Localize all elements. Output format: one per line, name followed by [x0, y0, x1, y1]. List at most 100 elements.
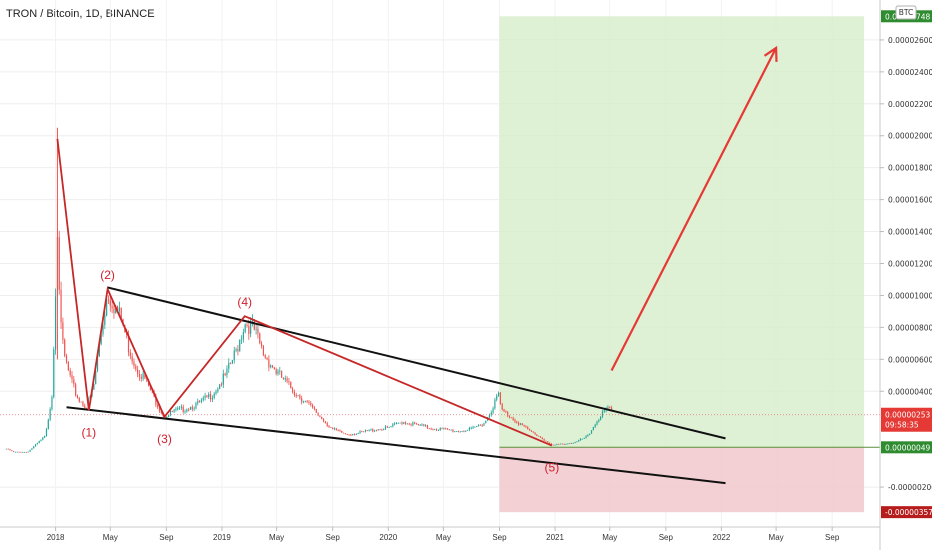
candle-body — [75, 384, 77, 396]
candle-body — [246, 324, 248, 326]
candle-body — [317, 412, 319, 416]
candle-body — [333, 428, 336, 430]
candle-body — [521, 423, 523, 426]
candle-body — [273, 367, 275, 370]
candle-body — [95, 370, 97, 385]
candle-body — [352, 434, 354, 436]
candle-body — [574, 442, 576, 443]
candle-body — [463, 431, 465, 432]
trendline[interactable] — [66, 406, 726, 485]
candle-body — [353, 434, 356, 436]
candle-body — [80, 401, 82, 403]
candle-body — [264, 355, 266, 358]
candle-body — [350, 434, 352, 436]
candle-body — [308, 401, 310, 403]
candle-body — [474, 426, 476, 428]
candle-body — [408, 423, 410, 425]
candle-body — [33, 446, 35, 449]
candle-body — [293, 391, 295, 395]
candle-body — [483, 423, 485, 426]
trendline[interactable] — [107, 286, 726, 440]
candle-body — [96, 356, 99, 371]
target-arrow[interactable] — [610, 47, 778, 371]
candle-body — [572, 442, 574, 444]
x-tick-label: Sep — [825, 533, 840, 542]
candle-body — [527, 426, 529, 429]
candle-body — [609, 407, 611, 409]
candle-body — [532, 431, 534, 433]
candle-body — [399, 422, 401, 424]
candle-body — [488, 414, 491, 418]
candle-body — [284, 378, 286, 380]
chart-title: TRON / Bitcoin, 1D, BINANCE — [6, 8, 155, 20]
candle-body — [188, 409, 190, 411]
candle-body — [304, 401, 306, 402]
elliott-wave-path[interactable] — [56, 138, 553, 447]
wave-label: (3) — [157, 432, 172, 446]
current-price-label: 0.00000253 — [885, 411, 931, 420]
candle-body — [439, 428, 441, 431]
x-tick-label: 2022 — [713, 533, 731, 542]
stop-zone[interactable] — [499, 447, 865, 513]
candle-body — [208, 394, 210, 398]
candle-body — [180, 406, 182, 408]
candle-body — [559, 443, 562, 445]
candle-body — [142, 373, 144, 379]
currency-label: BTC — [899, 8, 914, 17]
candle-body — [554, 444, 556, 446]
candle-body — [16, 451, 18, 453]
candle-body — [78, 398, 80, 402]
candle-body — [530, 430, 532, 432]
candle-body — [470, 427, 472, 429]
candle-body — [219, 384, 221, 389]
candle-body — [36, 442, 38, 445]
candle-body — [157, 404, 159, 408]
candle-body — [364, 430, 367, 432]
candle-body — [182, 406, 184, 412]
candle-body — [107, 299, 110, 301]
candle-body — [7, 448, 9, 450]
candle-body — [343, 432, 345, 434]
candle-body — [302, 401, 305, 403]
candle-body — [322, 418, 325, 422]
x-axis-ticks: 2018 May Sep 2019 May Sep 2020 May Sep 2021 May Sep… — [47, 527, 840, 542]
candle-body — [541, 437, 543, 440]
position-zones[interactable] — [499, 16, 880, 513]
candle-body — [569, 443, 571, 444]
x-tick-label: 2019 — [213, 533, 231, 542]
candle-body — [299, 395, 301, 399]
candle-body — [425, 425, 427, 427]
candle-body — [430, 428, 432, 430]
candle-body — [166, 417, 168, 419]
candle-body — [118, 307, 120, 311]
candle-body — [257, 328, 259, 334]
candle-body — [363, 431, 365, 433]
arrow-head — [763, 45, 778, 62]
candle-body — [116, 306, 119, 311]
candle-body — [461, 431, 463, 432]
candle-body — [556, 444, 558, 445]
candle-body — [601, 411, 604, 417]
candle-body — [377, 429, 379, 431]
candle-body — [332, 427, 334, 429]
candle-body — [428, 428, 430, 430]
candle-body — [98, 344, 100, 357]
candle-body — [31, 448, 33, 450]
candle-body — [596, 421, 598, 425]
candle-body — [525, 426, 527, 428]
candle-body — [357, 432, 359, 434]
currency-button[interactable]: BTC — [895, 5, 917, 20]
candle-body — [534, 432, 536, 435]
candle-body — [184, 411, 186, 413]
candle-body — [215, 391, 217, 394]
candle-body — [275, 369, 277, 374]
candle-body — [404, 422, 407, 424]
candle-body — [512, 417, 514, 420]
candle-body — [348, 434, 350, 436]
candle-body — [589, 433, 591, 435]
candle-body — [459, 431, 461, 433]
candle-body — [563, 444, 565, 445]
drawing-layer[interactable]: (1) (2) (3) (4) (5) — [0, 45, 880, 485]
candle-body — [140, 377, 142, 379]
